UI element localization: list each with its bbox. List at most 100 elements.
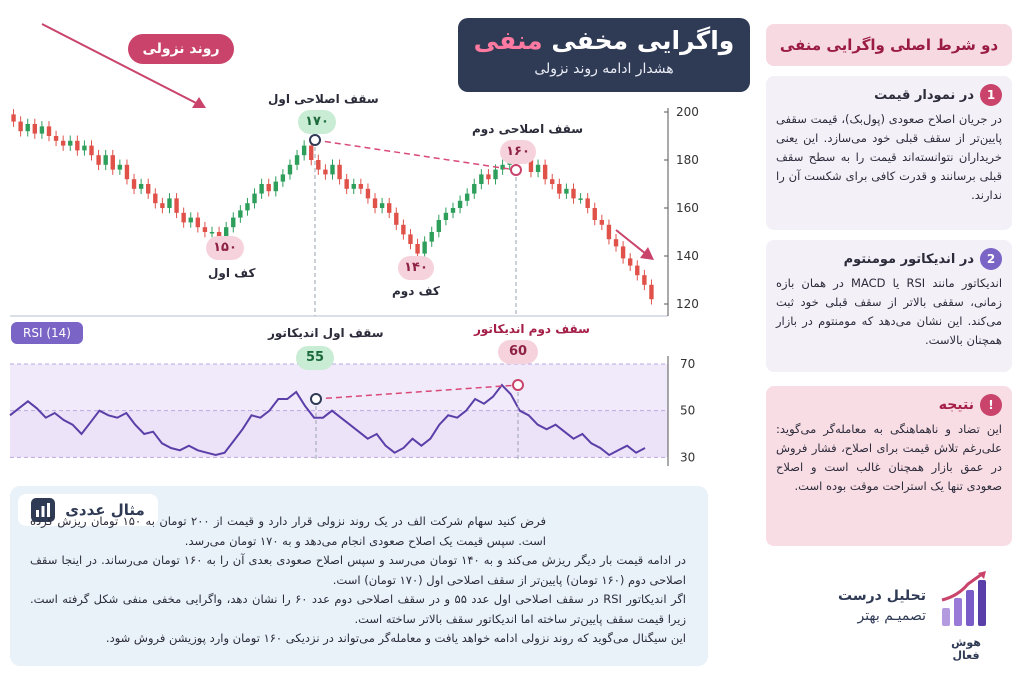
candle-body xyxy=(528,157,534,172)
condition-card-momentum: 2 در اندیکاتور مومنتوم اندیکاتور مانند RS… xyxy=(766,240,1012,372)
candle-body xyxy=(379,203,385,208)
candle-body xyxy=(557,184,562,194)
card-title: نتیجه xyxy=(938,397,974,413)
candle-body xyxy=(82,145,87,151)
candle-body xyxy=(415,244,420,254)
card-body: در جریان اصلاح صعودی (پول‌بک)، قیمت سقفی… xyxy=(776,112,1002,202)
candle-body xyxy=(620,246,626,259)
second-bottom-label: کف دوم xyxy=(392,284,440,298)
candle-body xyxy=(316,160,321,170)
candle-body xyxy=(89,145,94,156)
candle-body xyxy=(11,114,16,122)
exclamation-icon: ! xyxy=(980,394,1002,416)
number-one-icon: 1 xyxy=(980,84,1002,106)
downtrend-badge: روند نزولی xyxy=(128,34,234,64)
candle-body xyxy=(294,155,300,165)
example-title: مثال عددی xyxy=(18,494,158,526)
brand-name: هوش فعال xyxy=(951,636,981,662)
candle-body xyxy=(266,184,271,192)
example-text: فرض کنید سهام شرکت الف در یک روند نزولی … xyxy=(30,512,686,649)
candle-body xyxy=(138,184,144,189)
candle-body xyxy=(110,155,115,170)
candle-body xyxy=(344,179,349,189)
price-tick-label: 120 xyxy=(676,297,699,311)
rsi-second-top-label: سقف دوم اندیکاتور xyxy=(474,322,590,336)
page-subtitle: هشدار ادامه روند نزولی xyxy=(534,61,674,77)
candle-body xyxy=(280,174,286,182)
downtrend-arrow-head xyxy=(192,97,206,108)
candle-body xyxy=(479,174,484,184)
candle-body xyxy=(25,124,30,132)
candle-body xyxy=(493,169,498,180)
card-body: اندیکاتور مانند RSI یا MACD در همان بازه… xyxy=(776,276,1003,347)
brand-tagline: تحلیل درست تصمیـم بهتر xyxy=(828,586,926,626)
page-title: واگرایی مخفی منفی xyxy=(473,26,735,55)
second-top-value-pill: ۱۶۰ xyxy=(500,140,536,164)
candle-body xyxy=(245,203,250,211)
candle-body xyxy=(195,217,201,228)
title-accent: منفی xyxy=(473,26,543,55)
candle-body xyxy=(472,184,477,194)
second-top-marker xyxy=(510,164,522,176)
candle-body xyxy=(60,140,66,146)
candle-body xyxy=(564,188,569,194)
card-body: این تضاد و ناهماهنگی به معامله‌گر می‌گوی… xyxy=(776,422,1002,493)
candle-body xyxy=(365,188,371,199)
continuation-arrow-line xyxy=(615,229,647,255)
example-line: در ادامه قیمت بار دیگر ریزش می‌کند و به … xyxy=(30,553,686,587)
candle-body xyxy=(223,227,229,240)
number-two-icon: 2 xyxy=(980,248,1002,270)
candle-body xyxy=(585,198,590,208)
candle-body xyxy=(535,164,541,172)
example-line: اگر اندیکاتور RSI در سقف اصلاحی اول عدد … xyxy=(30,592,686,626)
candle-body xyxy=(68,140,73,146)
continuation-arrow-head xyxy=(640,247,654,260)
title-banner: واگرایی مخفی منفی هشدار ادامه روند نزولی xyxy=(458,18,750,92)
rsi-tag: RSI (14) xyxy=(11,322,83,344)
brand-logo-icon xyxy=(941,571,986,626)
price-lower-high-line xyxy=(314,139,517,171)
candle-body xyxy=(216,232,222,240)
example-title-text: مثال عددی xyxy=(65,501,145,519)
candle-body xyxy=(450,208,456,213)
candle-body xyxy=(252,193,257,204)
candle-body xyxy=(387,203,392,213)
downtrend-arrow-line xyxy=(41,23,199,105)
candle-body xyxy=(550,179,555,184)
candle-body xyxy=(146,184,151,194)
candle-body xyxy=(202,227,208,232)
tagline-line-1: تحلیل درست xyxy=(838,588,926,604)
candle-body xyxy=(627,258,633,266)
card-title: در نمودار قیمت xyxy=(874,87,974,103)
candle-body xyxy=(464,193,470,201)
price-tick-label: 200 xyxy=(676,105,699,119)
candle-body xyxy=(167,198,172,208)
second-correction-top-label: سقف اصلاحی دوم xyxy=(472,122,584,136)
first-bottom-label: کف اول xyxy=(208,266,256,280)
candle-body xyxy=(103,155,108,165)
candle-body xyxy=(571,188,576,199)
card-title: در اندیکاتور مومنتوم xyxy=(843,251,974,267)
result-card: ! نتیجه این تضاد و ناهماهنگی به معامله‌گر… xyxy=(766,386,1012,546)
condition-card-price: 1 در نمودار قیمت در جریان اصلاح صعودی (پو… xyxy=(766,76,1012,230)
rsi-first-top-value-pill: 55 xyxy=(296,346,334,370)
candle-body xyxy=(209,232,215,234)
candle-body xyxy=(53,136,59,141)
candle-body xyxy=(323,169,328,175)
candle-body xyxy=(273,181,278,192)
candle-body xyxy=(75,140,80,151)
candle-body xyxy=(606,224,612,240)
candle-body xyxy=(578,198,583,200)
bar-chart-icon xyxy=(31,498,56,522)
first-top-marker xyxy=(309,134,321,146)
candle-body xyxy=(46,126,52,136)
candle-body xyxy=(238,210,243,218)
candle-body xyxy=(429,232,434,242)
candle-body xyxy=(301,145,307,156)
candle-body xyxy=(372,198,378,208)
candle-body xyxy=(649,284,654,300)
first-top-value-pill: ۱۷۰ xyxy=(298,110,336,134)
price-tick-label: 140 xyxy=(676,249,699,263)
example-line: فرض کنید سهام شرکت الف در یک روند نزولی … xyxy=(30,514,546,548)
